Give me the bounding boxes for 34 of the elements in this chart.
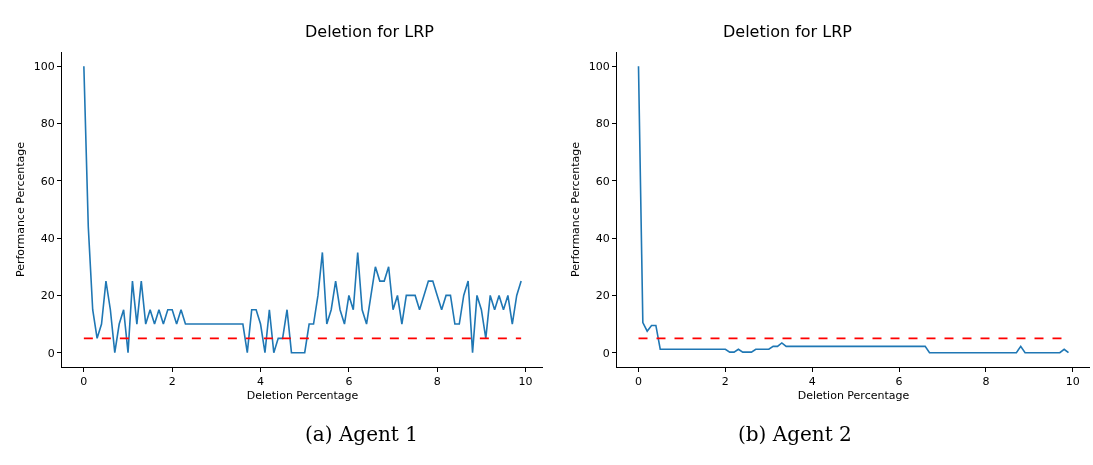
x-tick-label: 2 xyxy=(721,375,729,389)
x-tick-label: 0 xyxy=(80,375,88,389)
x-tick-label: 0 xyxy=(635,375,642,389)
line-series xyxy=(83,65,522,354)
x-tick-label: 4 xyxy=(808,375,816,389)
y-tick-label: 40 xyxy=(40,231,55,245)
x-tick-label: 10 xyxy=(518,375,533,389)
y-tick-label: 0 xyxy=(602,346,610,360)
y-tick-label: 60 xyxy=(595,174,610,188)
x-axis-title: Deletion Percentage xyxy=(246,389,359,403)
x-tick-label: 6 xyxy=(345,375,353,389)
text: (a) Agent 1 xyxy=(305,422,418,446)
x-tick-label: 4 xyxy=(257,375,265,389)
y-tick-label: 0 xyxy=(47,346,55,360)
y-tick-label: 60 xyxy=(40,174,55,188)
y-tick-label: 100 xyxy=(33,60,55,74)
y-axis-title: Performance Percentage xyxy=(14,141,28,278)
x-tick-label: 8 xyxy=(982,375,990,389)
chart-title: Deletion for LRP xyxy=(723,22,853,41)
y-tick-label: 20 xyxy=(40,289,55,303)
line-series xyxy=(637,65,1070,354)
y-tick-label: 80 xyxy=(595,117,610,131)
x-tick-label: 2 xyxy=(168,375,176,389)
chart-title: Deletion for LRP xyxy=(305,22,435,41)
x-axis-title: Deletion Percentage xyxy=(797,389,910,403)
y-tick-label: 100 xyxy=(588,60,610,74)
x-tick-label: 10 xyxy=(1065,375,1080,389)
y-tick-label: 20 xyxy=(595,289,610,303)
y-tick-label: 80 xyxy=(40,117,55,131)
x-tick-label: 8 xyxy=(433,375,441,389)
text: (b) Agent 2 xyxy=(738,422,852,446)
y-axis-title: Performance Percentage xyxy=(569,141,583,278)
y-tick-label: 40 xyxy=(595,231,610,245)
x-tick-label: 6 xyxy=(895,375,903,389)
